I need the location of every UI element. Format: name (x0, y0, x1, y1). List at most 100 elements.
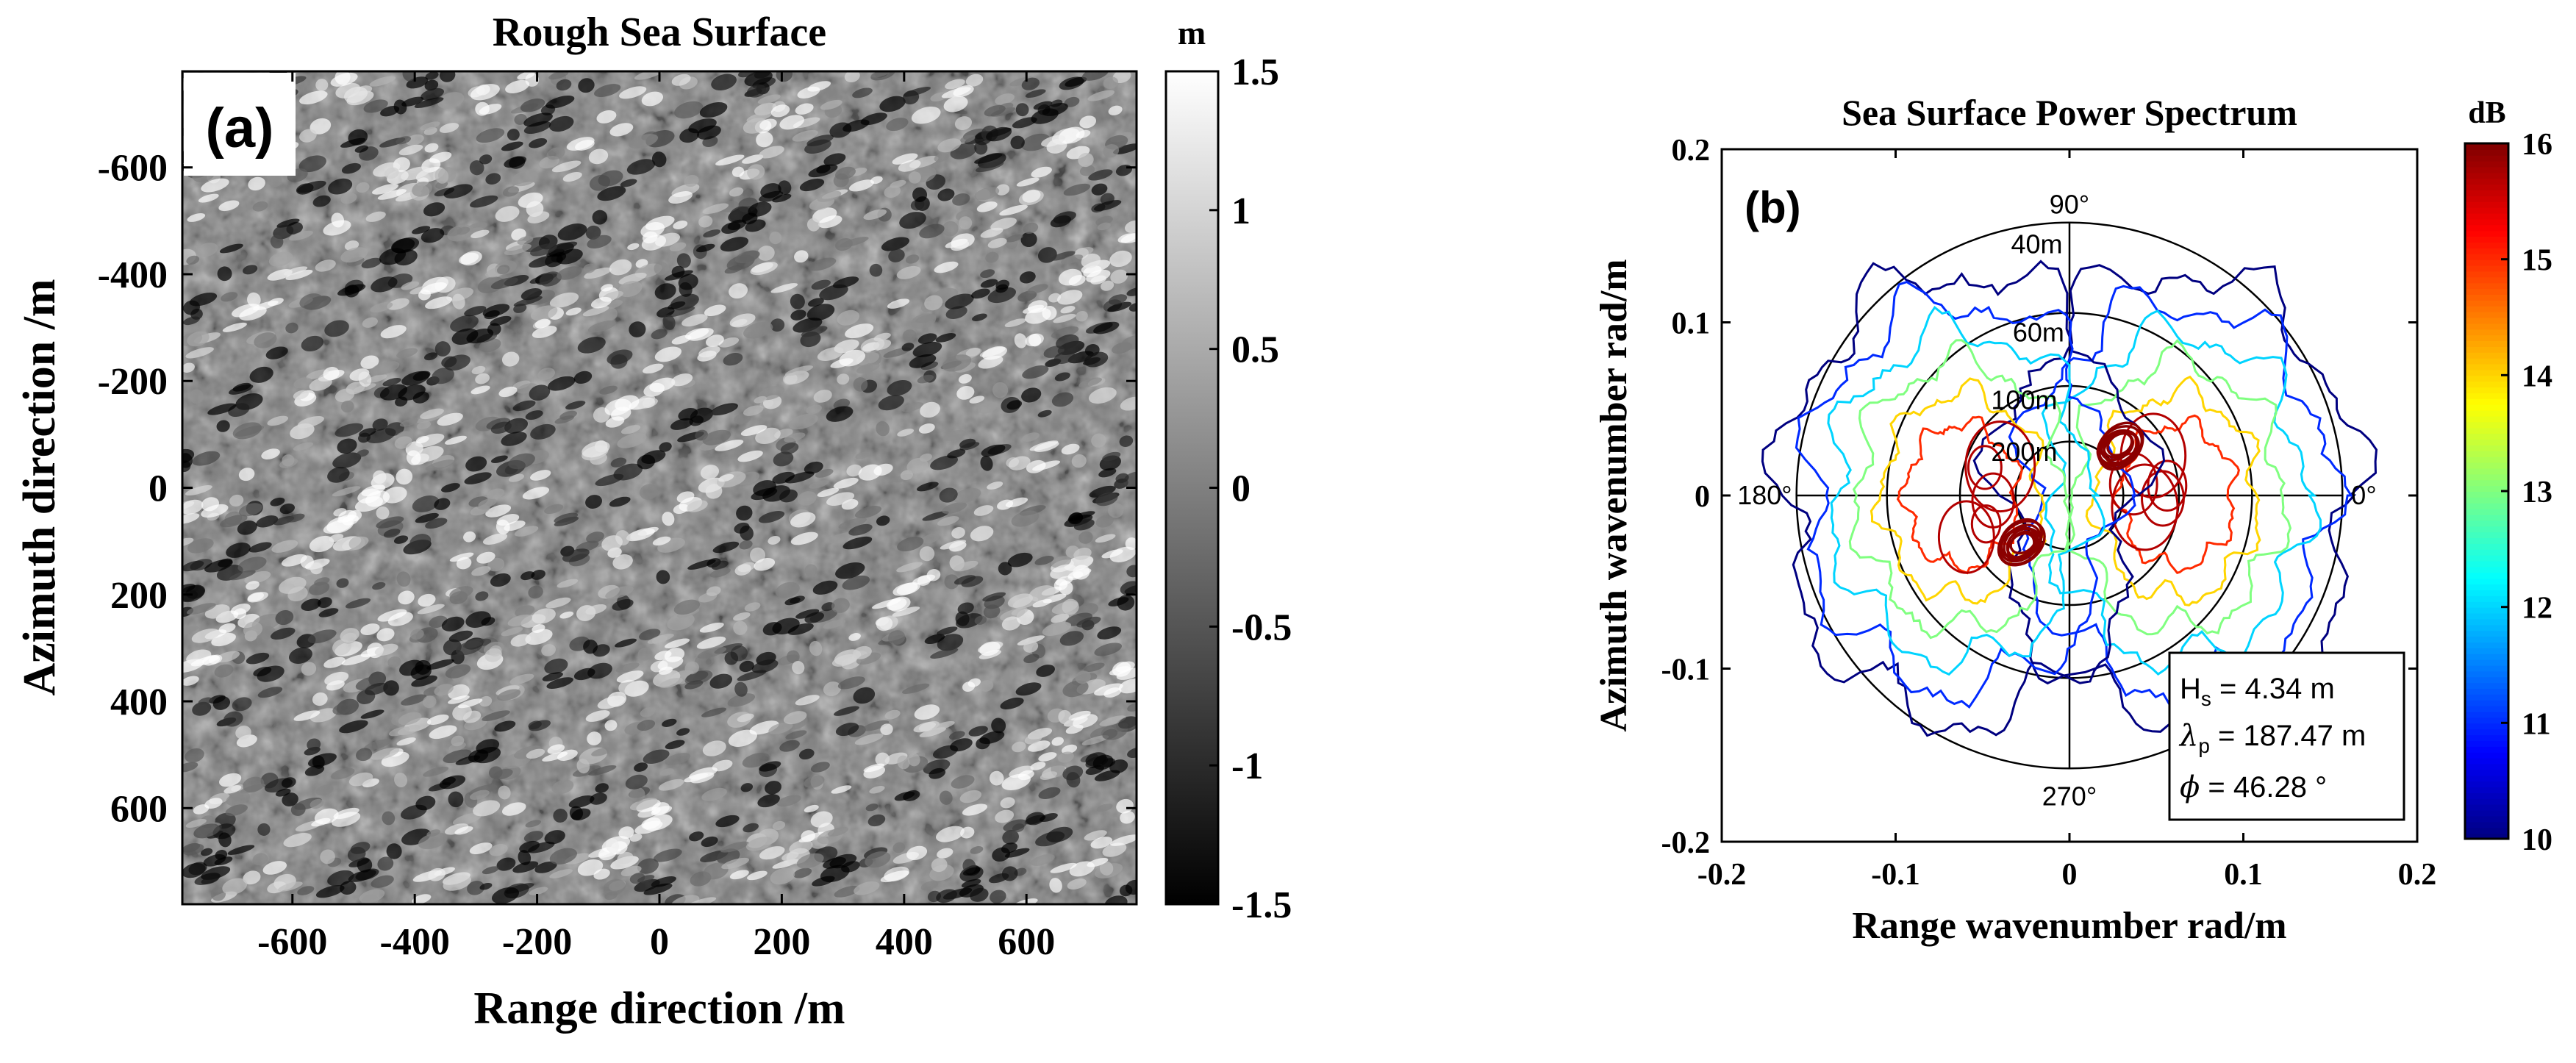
surface-blob (1116, 667, 1137, 680)
panel-b-colorbar (2464, 142, 2510, 840)
surface-blob (1059, 631, 1084, 646)
surface-blob (1040, 771, 1058, 780)
surface-blob (759, 761, 781, 772)
surface-blob (743, 321, 773, 339)
surface-blob (873, 339, 892, 350)
colorbar-segment (2465, 647, 2508, 654)
surface-blob (902, 90, 920, 105)
surface-blob (239, 306, 267, 321)
surface-blob (520, 571, 535, 581)
surface-blob (985, 251, 999, 263)
surface-blob (995, 809, 1015, 823)
surface-blob (432, 367, 454, 384)
surface-blob (629, 134, 659, 149)
surface-blob (293, 710, 321, 721)
surface-blob (1120, 810, 1135, 824)
surface-blob (1073, 714, 1098, 729)
surface-blob (709, 568, 731, 578)
surface-blob (912, 341, 942, 357)
surface-blob (810, 811, 833, 828)
surface-blob (451, 735, 465, 747)
surface-blob (293, 442, 314, 451)
surface-blob (740, 425, 768, 437)
surface-blob (754, 396, 767, 404)
surface-blob (684, 680, 704, 690)
surface-blob (1011, 510, 1040, 527)
surface-blob (566, 137, 595, 151)
surface-blob (1110, 834, 1137, 846)
surface-blob (844, 71, 860, 83)
surface-blob (201, 178, 229, 193)
surface-blob (1088, 387, 1117, 404)
surface-blob (587, 235, 612, 248)
surface-blob (185, 748, 204, 763)
surface-blob (816, 164, 831, 173)
surface-blob (934, 261, 959, 273)
surface-blob (806, 218, 820, 232)
surface-blob (757, 794, 780, 808)
surface-blob (559, 410, 577, 420)
surface-blob (310, 562, 323, 575)
surface-blob (1120, 581, 1137, 595)
surface-blob (439, 775, 466, 790)
surface-blob (892, 606, 920, 617)
surface-blob (914, 704, 940, 720)
surface-blob (658, 666, 673, 675)
surface-blob (1118, 716, 1137, 729)
surface-blob (1017, 635, 1045, 645)
surface-blob (734, 522, 750, 534)
surface-blob (517, 236, 534, 246)
surface-blob (348, 536, 365, 550)
surface-blob (1091, 433, 1106, 448)
surface-blob (1068, 512, 1084, 525)
surface-blob (833, 477, 859, 489)
colorbar-segment (2465, 375, 2508, 382)
surface-blob (547, 744, 565, 754)
surface-blob (673, 220, 688, 229)
surface-blob (987, 481, 1003, 490)
surface-blob (1054, 372, 1070, 382)
surface-blob (243, 265, 258, 275)
surface-blob (528, 720, 542, 730)
surface-blob (733, 612, 751, 621)
surface-blob (513, 296, 543, 307)
surface-blob (425, 459, 455, 471)
surface-blob (412, 226, 431, 235)
panel-a-colorbar-ticks: 1.5 1 0.5 0 -0.5 -1 -1.5 (1209, 51, 1292, 926)
surface-blob (283, 266, 308, 276)
surface-blob (309, 535, 334, 553)
surface-blob (1049, 878, 1062, 893)
surface-blob (452, 293, 465, 309)
surface-blob (201, 504, 229, 518)
surface-blob (565, 307, 582, 316)
surface-blob (912, 574, 936, 585)
surface-blob (300, 555, 314, 569)
surface-blob (371, 183, 398, 195)
surface-blob (970, 526, 994, 542)
surface-blob (1084, 351, 1109, 368)
surface-blob (738, 71, 758, 78)
surface-blob (526, 748, 545, 759)
colorbar-segment (2465, 584, 2508, 591)
surface-blob (501, 802, 526, 816)
surface-blob (182, 560, 204, 572)
surface-blob (827, 826, 849, 837)
surface-blob (813, 390, 832, 403)
surface-blob (1007, 552, 1033, 568)
surface-blob (348, 772, 373, 787)
surface-blob (542, 751, 568, 762)
surface-blob (970, 288, 990, 299)
surface-blob (545, 597, 571, 609)
surface-blob (1030, 853, 1055, 866)
surface-blob (785, 730, 807, 740)
surface-blob (970, 846, 984, 854)
surface-blob (1113, 143, 1137, 154)
surface-blob (854, 506, 882, 519)
colorbar-segment (2465, 329, 2508, 336)
surface-blob (804, 461, 823, 474)
surface-blob (415, 512, 439, 523)
surface-blob (401, 166, 430, 181)
contour-line (1970, 504, 2002, 544)
surface-blob (848, 179, 874, 192)
colorbar-segment (2465, 479, 2508, 487)
